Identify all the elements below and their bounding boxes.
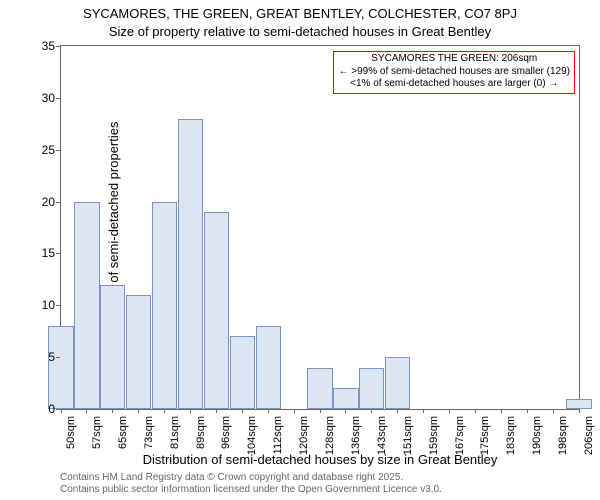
histogram-bar [152,202,177,409]
xtick-mark [501,409,502,413]
annotation-line-3: <1% of semi-detached houses are larger (… [338,78,570,91]
ytick-label: 30 [25,91,55,105]
xtick-mark [86,409,87,413]
attribution-block: Contains HM Land Registry data © Crown c… [60,472,442,496]
ytick-mark [56,202,60,203]
histogram-bar [333,388,358,409]
xtick-mark [138,409,139,413]
xtick-mark [527,409,528,413]
histogram-bar [74,202,99,409]
ytick-mark [56,305,60,306]
xtick-mark [294,409,295,413]
histogram-bar [385,357,410,409]
xtick-mark [449,409,450,413]
chart-title-line-1: SYCAMORES, THE GREEN, GREAT BENTLEY, COL… [0,6,600,21]
ytick-label: 10 [25,298,55,312]
ytick-label: 5 [25,350,55,364]
xtick-mark [61,409,62,413]
xtick-mark [475,409,476,413]
ytick-mark [56,253,60,254]
ytick-label: 0 [25,402,55,416]
attribution-line-1: Contains HM Land Registry data © Crown c… [60,472,442,484]
histogram-bar [359,368,384,409]
attribution-line-2: Contains public sector information licen… [60,484,442,496]
histogram-bar [256,326,281,409]
histogram-bar [566,399,591,409]
histogram-bar [230,336,255,409]
plot-area: SYCAMORES THE GREEN: 206sqm ← >99% of se… [60,45,580,410]
ytick-mark [56,357,60,358]
ytick-label: 25 [25,143,55,157]
histogram-bar [204,212,229,409]
histogram-bar [178,119,203,409]
ytick-mark [56,46,60,47]
xtick-mark [216,409,217,413]
annotation-line-1: SYCAMORES THE GREEN: 206sqm [338,53,570,66]
xtick-mark [268,409,269,413]
x-axis-label: Distribution of semi-detached houses by … [60,452,580,467]
histogram-bar [126,295,151,409]
xtick-mark [190,409,191,413]
ytick-label: 15 [25,246,55,260]
xtick-mark [112,409,113,413]
xtick-label: 206sqm [583,416,595,462]
xtick-mark [553,409,554,413]
ytick-mark [56,150,60,151]
chart-container: SYCAMORES, THE GREEN, GREAT BENTLEY, COL… [0,0,600,500]
ytick-label: 20 [25,195,55,209]
xtick-mark [397,409,398,413]
histogram-bar [48,326,73,409]
xtick-mark [242,409,243,413]
annotation-box: SYCAMORES THE GREEN: 206sqm ← >99% of se… [333,51,575,94]
ytick-mark [56,98,60,99]
xtick-mark [371,409,372,413]
histogram-bar [307,368,332,409]
xtick-mark [320,409,321,413]
chart-title-line-2: Size of property relative to semi-detach… [0,24,600,39]
ytick-label: 35 [25,39,55,53]
ytick-mark [56,409,60,410]
xtick-mark [423,409,424,413]
xtick-mark [164,409,165,413]
histogram-bar [100,285,125,409]
xtick-mark [579,409,580,413]
xtick-mark [345,409,346,413]
annotation-line-2: ← >99% of semi-detached houses are small… [338,66,570,79]
